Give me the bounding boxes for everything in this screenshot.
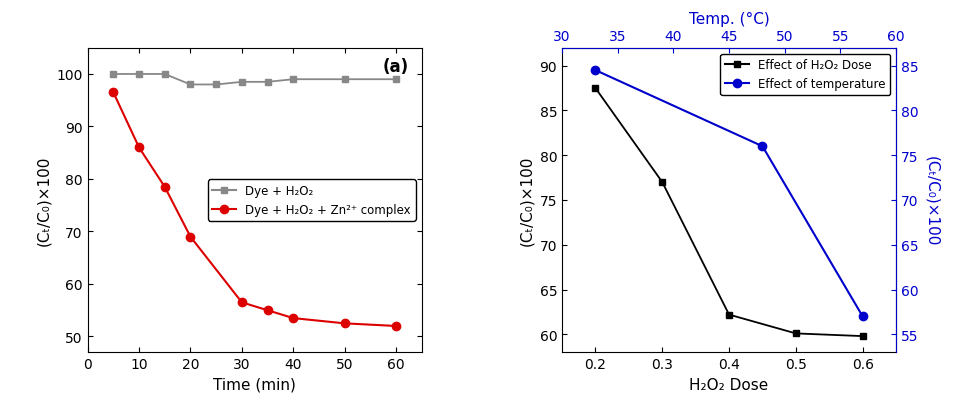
Y-axis label: (Cₜ/C₀)×100: (Cₜ/C₀)×100 xyxy=(36,156,51,245)
X-axis label: H₂O₂ Dose: H₂O₂ Dose xyxy=(690,377,768,392)
X-axis label: Time (min): Time (min) xyxy=(213,377,296,392)
Y-axis label: (Cₜ/C₀)×100: (Cₜ/C₀)×100 xyxy=(924,156,939,245)
X-axis label: Temp. (°C): Temp. (°C) xyxy=(689,12,769,27)
Legend: Effect of H₂O₂ Dose, Effect of temperature: Effect of H₂O₂ Dose, Effect of temperatu… xyxy=(720,55,890,96)
Y-axis label: (Cₜ/C₀)×100: (Cₜ/C₀)×100 xyxy=(519,156,534,245)
Text: (a): (a) xyxy=(382,58,408,76)
Text: (b): (b) xyxy=(856,58,882,76)
Legend: Dye + H₂O₂, Dye + H₂O₂ + Zn²⁺ complex: Dye + H₂O₂, Dye + H₂O₂ + Zn²⁺ complex xyxy=(207,180,416,221)
